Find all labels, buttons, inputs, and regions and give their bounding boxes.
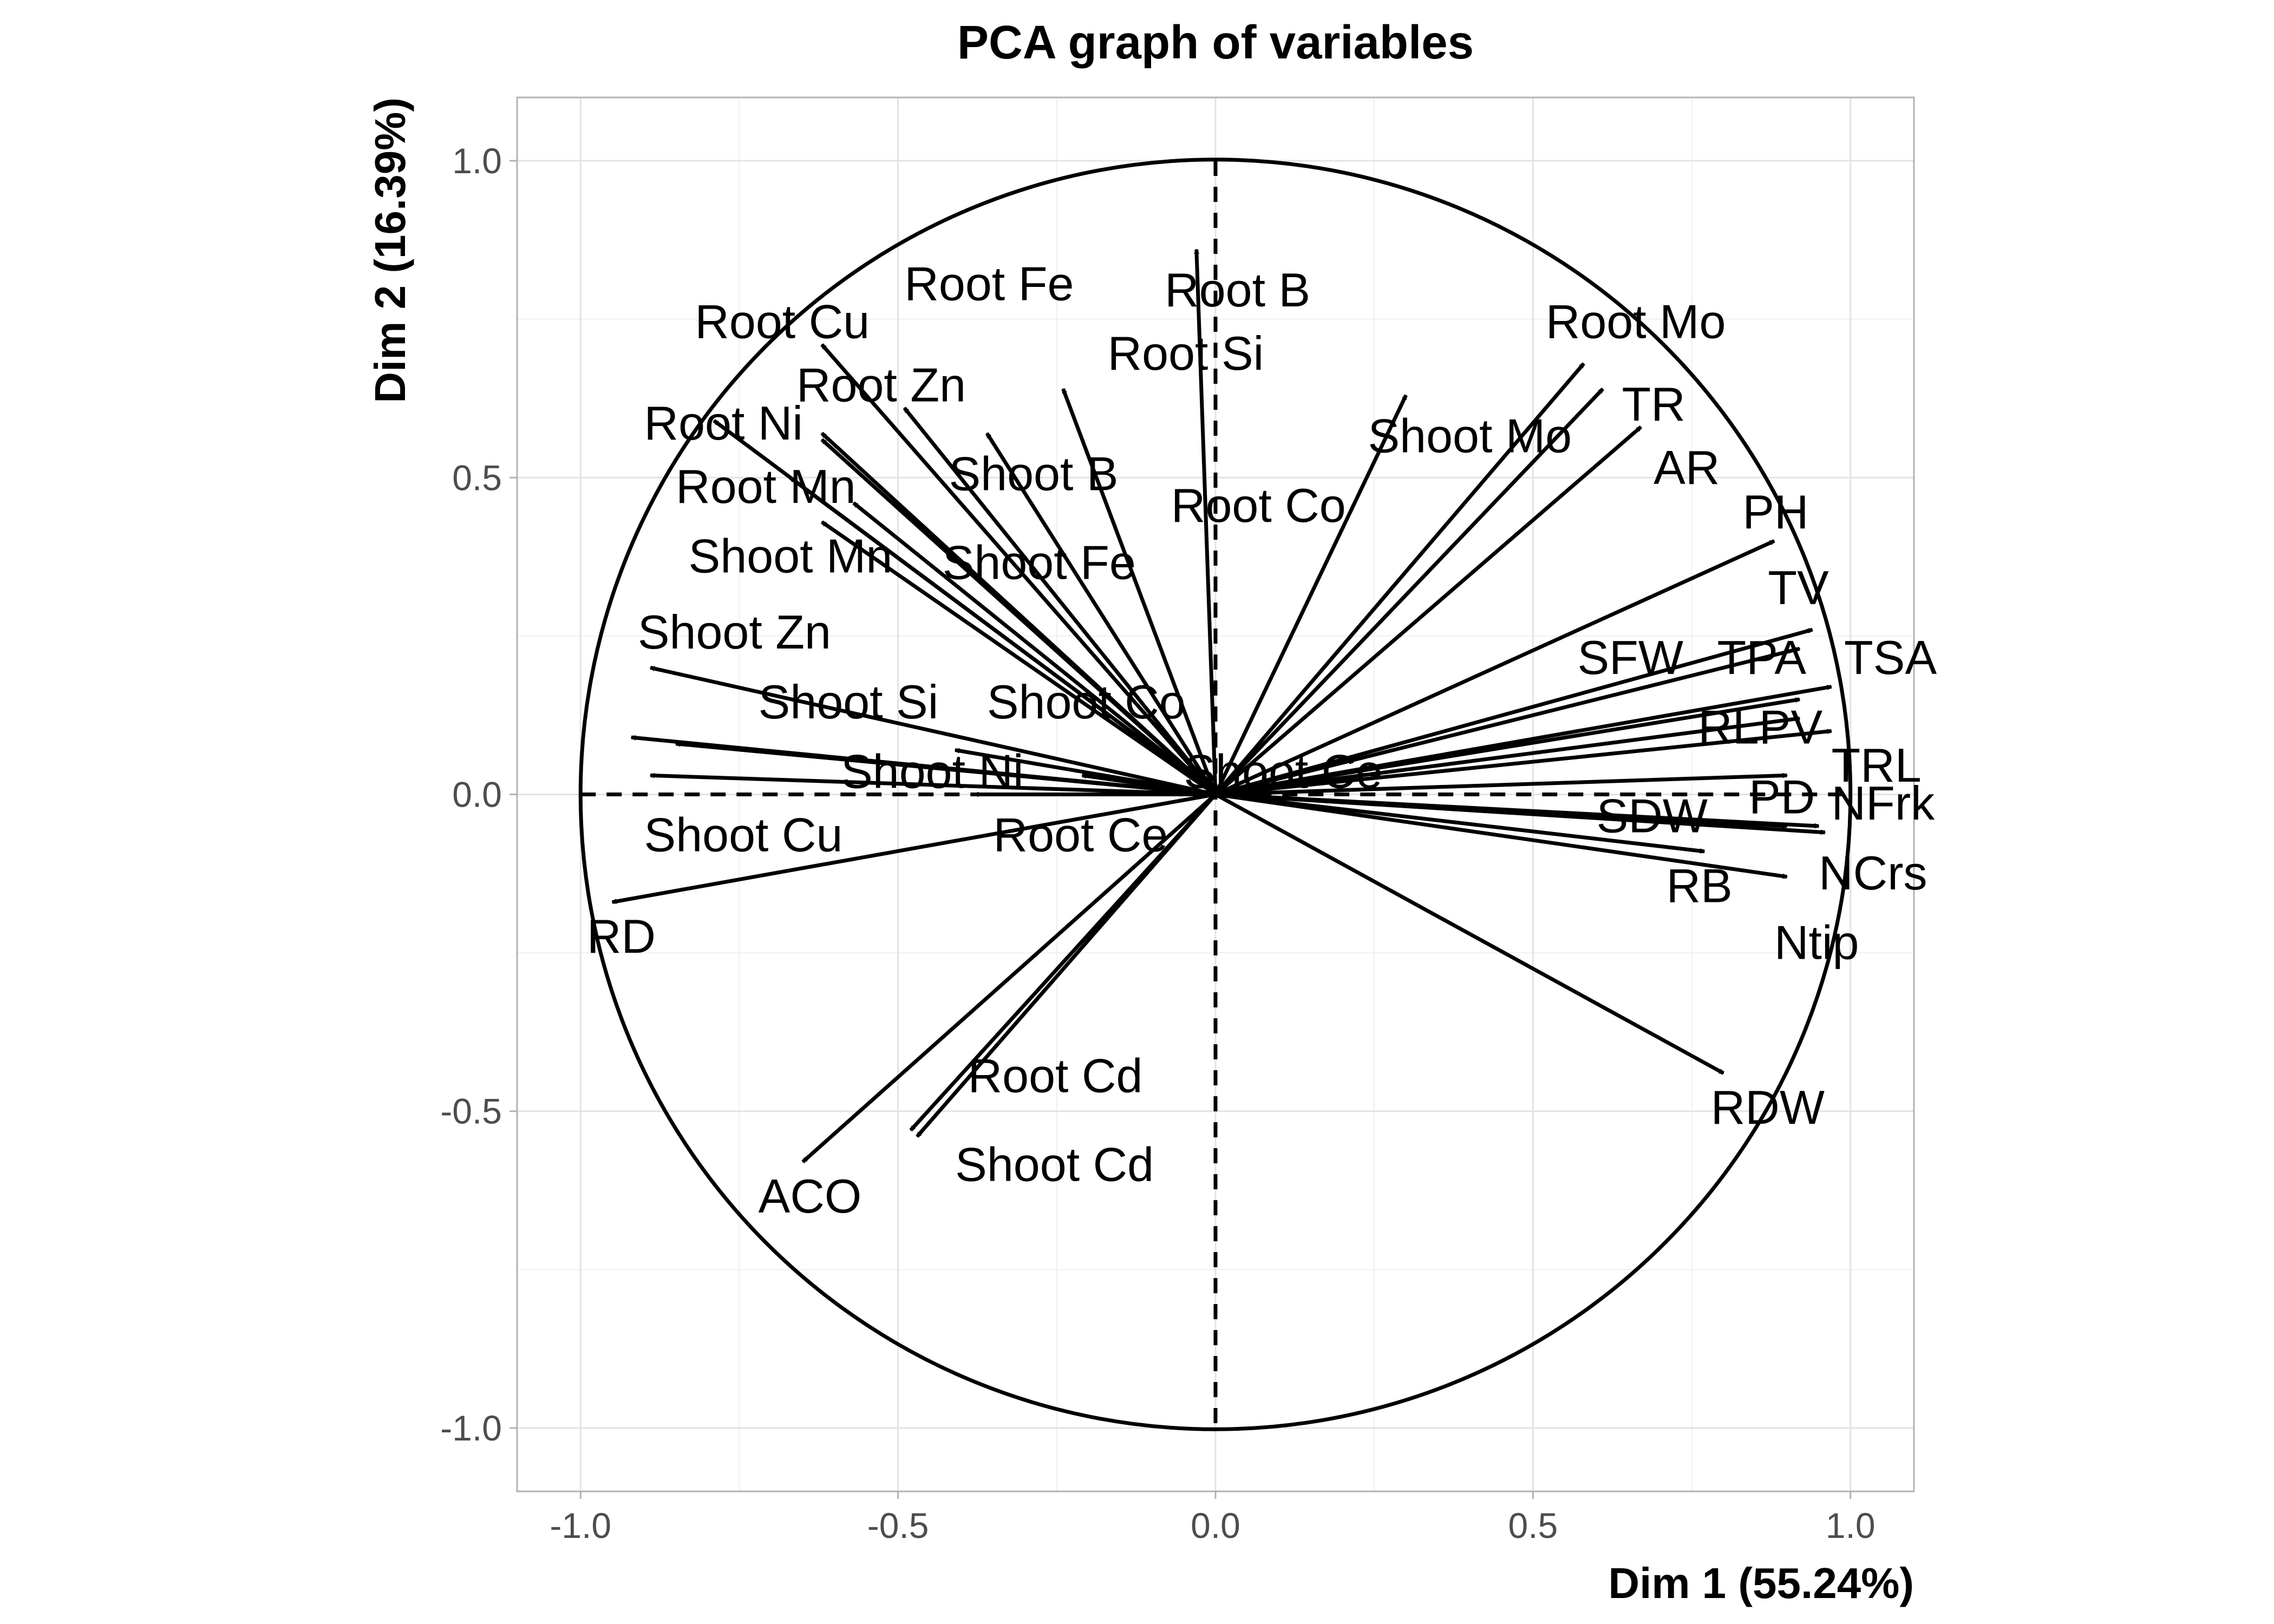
x-tick-label: 1.0 [1826,1505,1876,1546]
vector-root-co [985,433,1217,796]
label-tv: TV [1768,561,1829,614]
x-tick-label: -0.5 [867,1505,929,1546]
label-ar: AR [1654,441,1720,494]
vector-rdw [1214,793,1723,1075]
label-root-zn: Root Zn [796,358,966,412]
label-tr: TR [1622,377,1685,431]
label-root-mn: Root Mn [676,460,856,513]
vector-rlpv [1215,718,1800,796]
vector-ar [1214,425,1643,796]
vector-shoot-mn [820,520,1217,796]
vector-shoot-ni [650,775,1216,796]
label-shoot-mn: Shoot Mn [689,529,893,583]
vector-root-si [1061,389,1218,795]
label-root-ce: Root Ce [994,808,1168,862]
vector-aco [801,793,1217,1163]
vector-shoot-cd [916,793,1217,1138]
vector-root-b [1197,250,1218,795]
label-root-b: Root B [1165,263,1310,317]
label-tpa: TPA [1717,631,1806,684]
label-rdw: RDW [1711,1081,1825,1134]
label-pd: PD [1749,770,1815,823]
vector-tr [1214,387,1604,796]
vector-ncrs [1215,793,1787,877]
label-rd: RD [587,909,656,963]
label-ntip: Ntip [1774,916,1859,970]
label-shoot-si: Shoot Si [759,675,939,729]
label-nfrk: NFrk [1832,776,1936,830]
y-tick-label: 0.0 [452,775,502,815]
label-ncrs: NCrs [1819,846,1927,900]
y-axis-title: Dim 2 (16.39%) [366,97,414,403]
vector-root-cu [820,343,1217,796]
vector-ph [1214,539,1774,796]
vector-tpa [1215,646,1800,796]
y-tick-label: 0.5 [452,457,502,497]
label-shoot-ce: Shoot Ce [1184,745,1382,798]
vector-ntip [1215,793,1819,827]
label-shoot-zn: Shoot Zn [638,605,831,659]
y-tick-label: -0.5 [440,1091,502,1131]
label-tsa: TSA [1844,631,1937,684]
label-root-mo: Root Mo [1546,295,1726,349]
x-tick-label: 0.5 [1508,1505,1558,1546]
x-axis-title: Dim 1 (55.24%) [1608,1559,1914,1607]
label-ph: PH [1742,485,1808,539]
axis-ticks: -1.0 -0.5 0.0 0.5 1.0 1.0 0.5 0.0 -0.5 -1.0 [440,141,1875,1546]
vector-shoot-fe [852,501,1217,796]
label-rb: RB [1667,859,1733,912]
label-shoot-cu: Shoot Cu [644,808,843,862]
vector-shoot-zn [650,665,1216,796]
vector-sfw [1215,699,1800,796]
vector-rd [612,793,1216,902]
label-shoot-co: Shoot Co [987,675,1186,729]
label-root-cu: Root Cu [695,295,870,349]
chart-title: PCA graph of variables [957,16,1474,69]
vector-root-fe [903,407,1217,796]
label-shoot-mo: Shoot Mo [1368,409,1572,462]
label-aco: ACO [759,1169,862,1223]
vector-trl [1215,731,1832,796]
vector-shoot-cu [676,744,1216,796]
label-shoot-fe: Shoot Fe [943,535,1136,589]
x-tick-label: 0.0 [1191,1505,1240,1546]
y-tick-label: -1.0 [440,1408,502,1448]
label-shoot-b: Shoot B [949,447,1118,501]
vector-root-mo [1214,362,1585,796]
label-root-cd: Root Cd [968,1049,1143,1102]
y-tick-label: 1.0 [452,141,502,181]
label-rlpv: RLPV [1698,700,1822,754]
vector-shoot-b [820,438,1217,796]
label-shoot-cd: Shoot Cd [955,1137,1154,1191]
label-sdw: SDW [1597,789,1708,843]
vector-tv [1215,627,1812,796]
label-root-ni: Root Ni [644,396,803,450]
label-root-co: Root Co [1171,479,1346,532]
label-sfw: SFW [1577,631,1683,684]
label-root-fe: Root Fe [904,257,1074,310]
label-shoot-ni: Shoot Ni [841,745,1024,798]
vector-root-mn [789,476,1217,796]
x-tick-label: -1.0 [550,1505,611,1546]
vector-rb [1215,793,1704,852]
label-root-si: Root Si [1108,326,1264,380]
label-trl: TRL [1832,738,1922,792]
variable-vectors [612,250,1832,1163]
vector-pd [1215,775,1787,796]
vector-shoot-mo [1213,395,1408,796]
